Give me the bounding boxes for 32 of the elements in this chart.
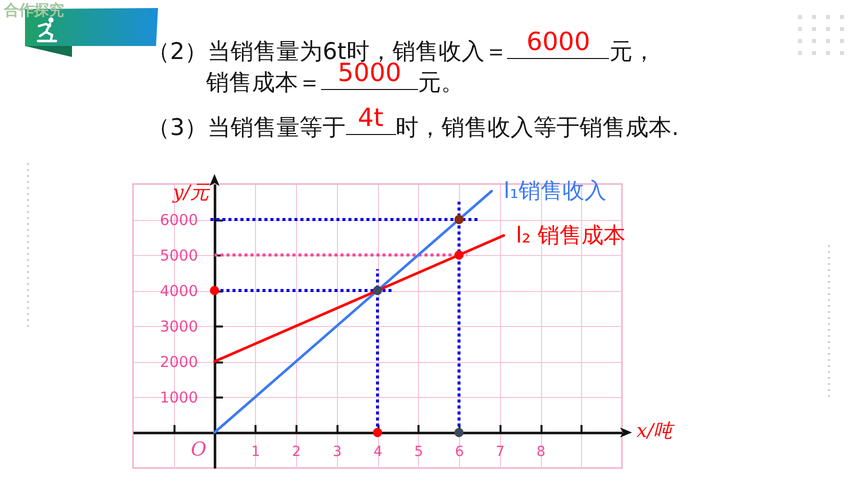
x-tick-label: 1 (251, 444, 260, 460)
point (372, 428, 382, 438)
text: 元。 (418, 70, 464, 96)
text: 销售成本＝ (206, 70, 321, 96)
point (454, 214, 464, 224)
x-tick-label: 4 (374, 444, 383, 460)
text: 4t (356, 103, 384, 132)
y-tick-label: 3000 (160, 318, 198, 336)
point (372, 286, 382, 296)
x-axis-title: x/吨 (636, 420, 676, 442)
x-tick-label: 6 (455, 444, 464, 460)
y-tick-label: 6000 (160, 211, 198, 229)
y-tick-label: 1000 (160, 388, 198, 406)
text: 时，销售收入等于销售成本. (396, 115, 679, 141)
text: 元， (609, 39, 656, 65)
y-tick-label: 2000 (160, 353, 198, 371)
y-tick-label: 4000 (160, 282, 198, 300)
x-tick-label: 2 (292, 444, 301, 460)
series-label: l₂ 销售成本 (516, 223, 626, 248)
point (210, 286, 220, 296)
point (454, 428, 464, 438)
x-tick-label: 7 (496, 444, 505, 460)
series-label: l₁销售收入 (504, 179, 607, 204)
text: 6000 (525, 27, 592, 56)
x-tick-label: 5 (414, 444, 424, 460)
x-tick-label: 3 (332, 444, 342, 460)
annotation: O (190, 438, 207, 460)
point (454, 250, 464, 260)
y-tick-label: 5000 (160, 246, 198, 264)
y-axis-title: y/元 (172, 182, 211, 204)
x-tick-label: 8 (536, 444, 546, 460)
text: （3）当销售量等于 (147, 115, 346, 141)
